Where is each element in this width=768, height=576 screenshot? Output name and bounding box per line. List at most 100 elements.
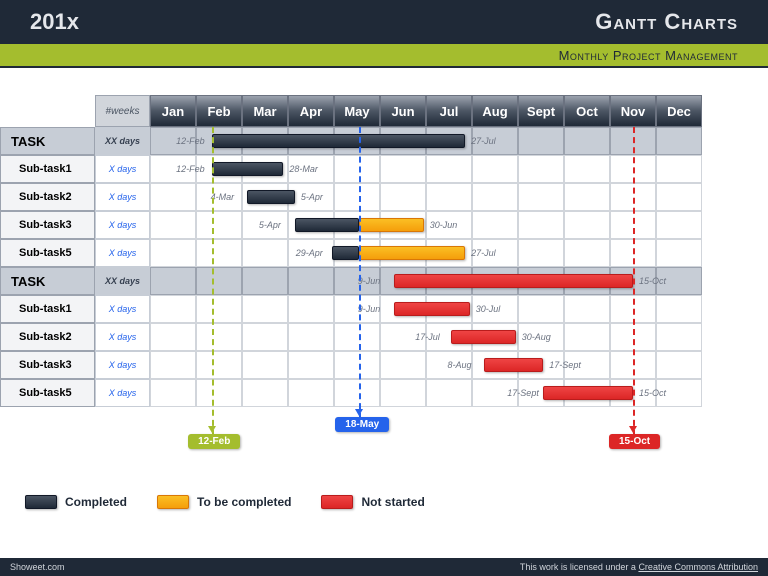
task-cell — [472, 351, 518, 379]
legend: CompletedTo be completedNot started — [25, 495, 425, 509]
month-header-cell: Sept — [518, 95, 564, 127]
task-cell — [288, 267, 334, 295]
task-cell — [518, 323, 564, 351]
task-cell — [288, 379, 334, 407]
task-weeks: XX days — [95, 127, 150, 155]
task-row: Sub-task2X days — [95, 183, 740, 211]
task-cell — [564, 323, 610, 351]
legend-label: To be completed — [197, 495, 291, 509]
task-cell — [426, 183, 472, 211]
task-cell — [656, 211, 702, 239]
task-cell — [288, 295, 334, 323]
task-cell — [334, 267, 380, 295]
task-cell — [610, 295, 656, 323]
legend-item: To be completed — [157, 495, 291, 509]
task-cell — [380, 323, 426, 351]
task-cell — [242, 379, 288, 407]
task-cell — [196, 323, 242, 351]
footer-bar: Showeet.com This work is licensed under … — [0, 558, 768, 576]
marker-arrow-icon — [355, 409, 363, 416]
task-cell — [564, 183, 610, 211]
month-header-cell: Oct — [564, 95, 610, 127]
task-cell — [472, 239, 518, 267]
task-cell — [150, 127, 196, 155]
task-cell — [656, 155, 702, 183]
task-cell — [564, 351, 610, 379]
task-weeks: X days — [95, 183, 150, 211]
task-cell — [334, 295, 380, 323]
month-header-cell: Feb — [196, 95, 242, 127]
month-header-cell: May — [334, 95, 380, 127]
task-cell — [426, 267, 472, 295]
task-cell — [334, 183, 380, 211]
task-cell — [150, 267, 196, 295]
task-cell — [518, 351, 564, 379]
task-cell — [610, 183, 656, 211]
task-cell — [426, 155, 472, 183]
task-cell — [380, 239, 426, 267]
task-cell — [564, 239, 610, 267]
task-cell — [518, 183, 564, 211]
task-cell — [150, 323, 196, 351]
task-cell — [518, 379, 564, 407]
footer-license-link[interactable]: Creative Commons Attribution — [638, 562, 758, 572]
task-cell — [472, 155, 518, 183]
task-cell — [426, 127, 472, 155]
task-cell — [564, 155, 610, 183]
marker-badge: 18-May — [335, 417, 389, 432]
task-cell — [380, 267, 426, 295]
task-row: Sub-task1X days — [95, 295, 740, 323]
task-weeks: X days — [95, 211, 150, 239]
task-cell — [150, 211, 196, 239]
task-cell — [656, 295, 702, 323]
month-header-cell: Jan — [150, 95, 196, 127]
task-cell — [610, 379, 656, 407]
task-cell — [472, 211, 518, 239]
task-cell — [610, 211, 656, 239]
header-year: 201x — [30, 9, 79, 35]
task-cell — [380, 211, 426, 239]
task-cell — [196, 295, 242, 323]
task-cell — [610, 127, 656, 155]
task-cell — [288, 155, 334, 183]
task-cell — [196, 239, 242, 267]
subheader-bar: Monthly Project Management — [0, 44, 768, 68]
legend-swatch — [25, 495, 57, 509]
task-cell — [334, 127, 380, 155]
task-cell — [380, 127, 426, 155]
task-row: TASKXX days — [95, 127, 740, 155]
task-weeks: X days — [95, 379, 150, 407]
task-cell — [518, 267, 564, 295]
task-cell — [472, 379, 518, 407]
task-cell — [656, 379, 702, 407]
task-cell — [334, 379, 380, 407]
task-cell — [288, 323, 334, 351]
task-cell — [242, 183, 288, 211]
task-cell — [196, 155, 242, 183]
task-row: Sub-task2X days — [95, 323, 740, 351]
month-header-cell: Nov — [610, 95, 656, 127]
task-cell — [334, 351, 380, 379]
task-cell — [656, 323, 702, 351]
task-cell — [288, 211, 334, 239]
task-cell — [564, 127, 610, 155]
task-cell — [518, 211, 564, 239]
task-cell — [656, 267, 702, 295]
task-cell — [426, 323, 472, 351]
task-cell — [610, 323, 656, 351]
task-weeks: X days — [95, 295, 150, 323]
header-title: Gantt Charts — [595, 9, 738, 35]
task-cell — [472, 295, 518, 323]
task-cell — [334, 211, 380, 239]
month-header-cell: Jul — [426, 95, 472, 127]
legend-swatch — [157, 495, 189, 509]
task-cell — [380, 295, 426, 323]
task-cell — [472, 267, 518, 295]
task-cell — [242, 295, 288, 323]
task-cell — [334, 239, 380, 267]
task-row: Sub-task5X days — [95, 239, 740, 267]
month-header-row: #weeksJanFebMarAprMayJunJulAugSeptOctNov… — [95, 95, 740, 127]
footer-left[interactable]: Showeet.com — [10, 562, 65, 572]
task-cell — [380, 183, 426, 211]
task-weeks: XX days — [95, 267, 150, 295]
